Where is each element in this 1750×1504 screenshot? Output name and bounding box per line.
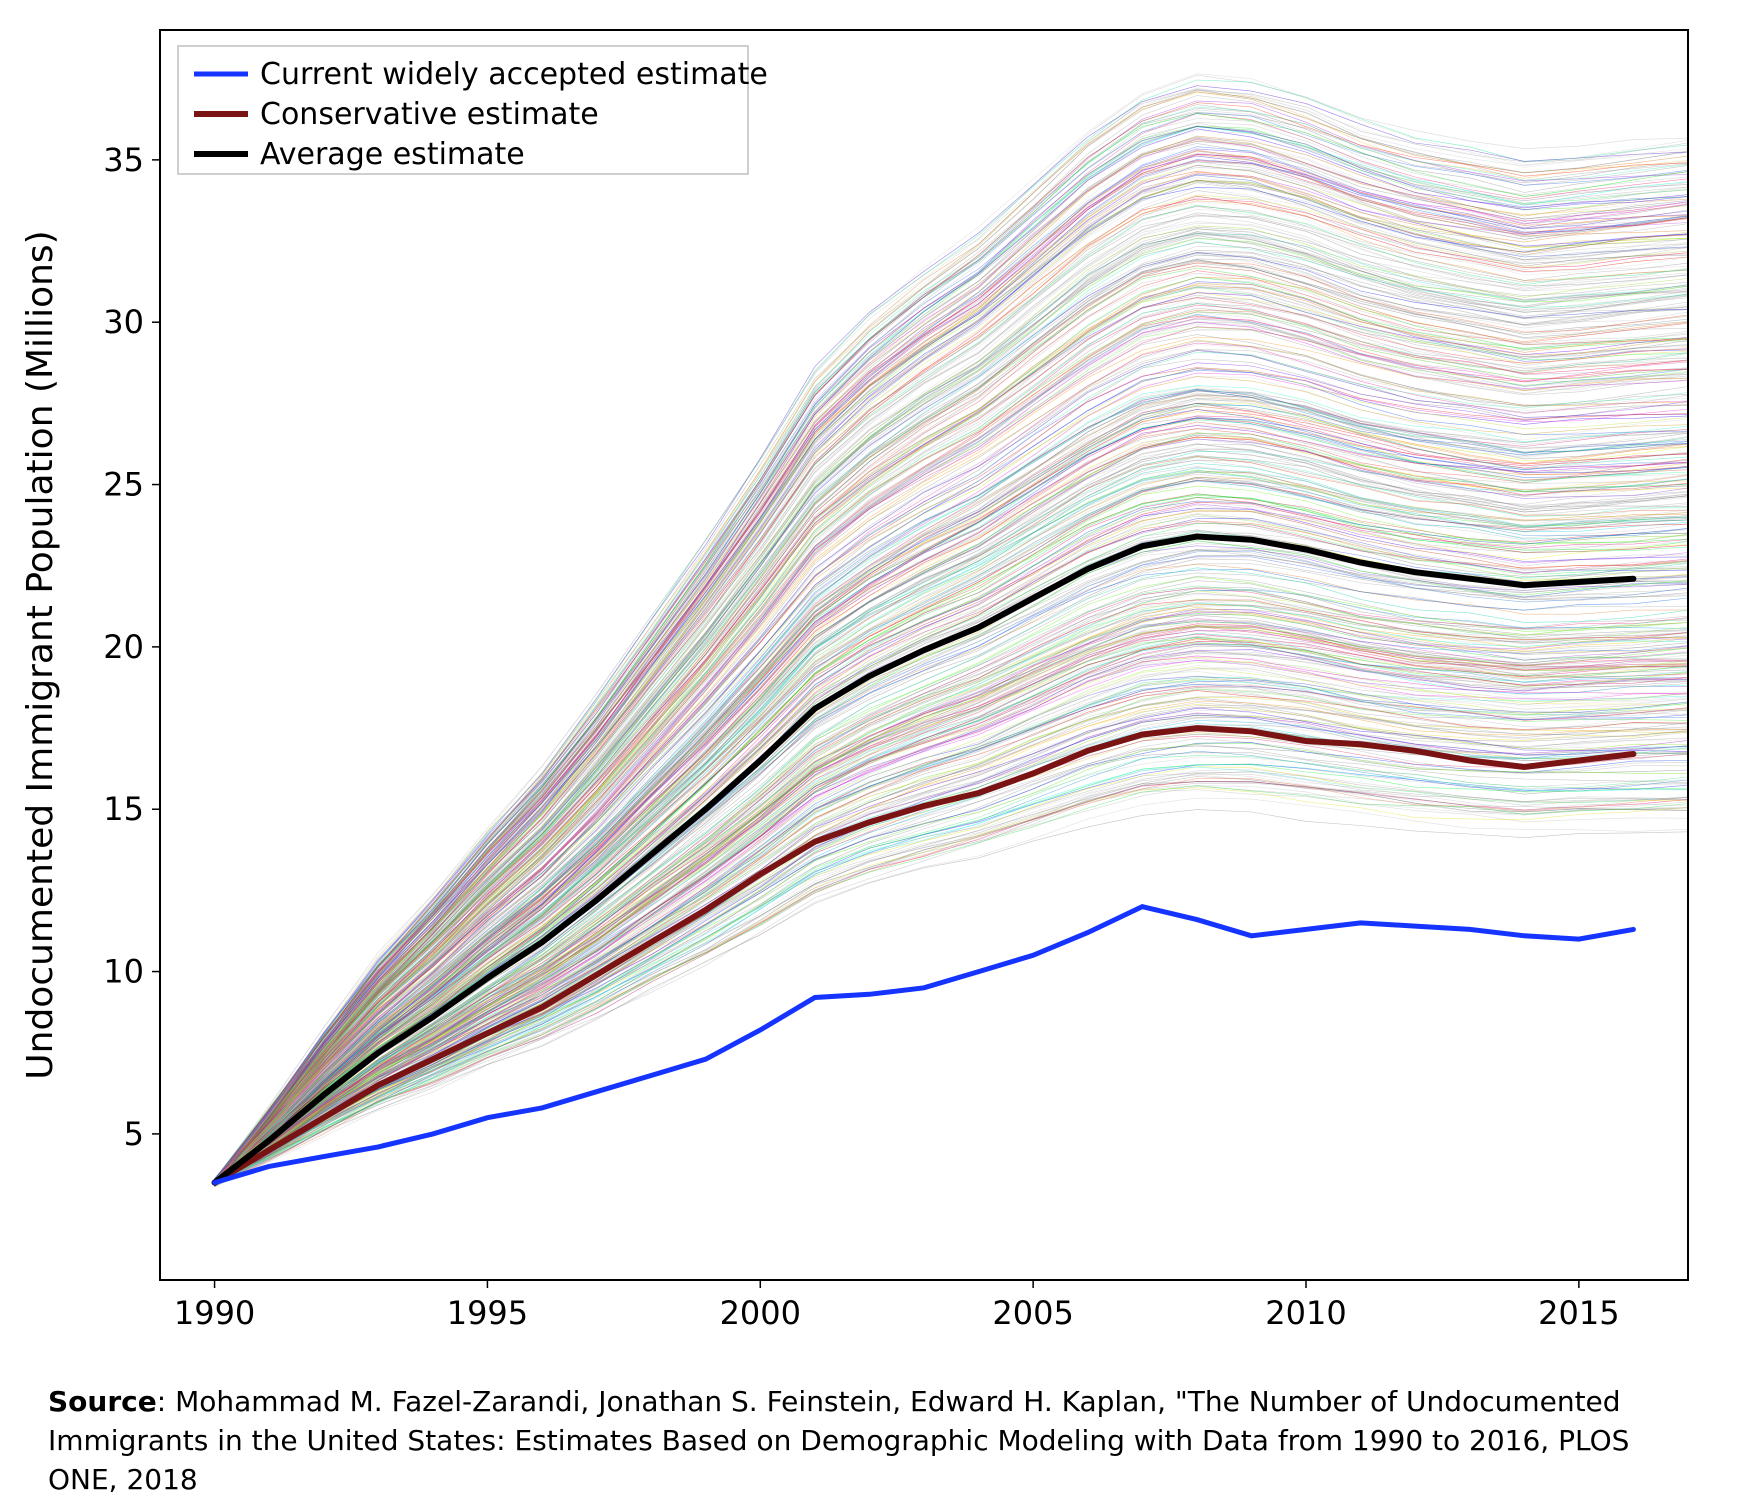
legend-item-label: Conservative estimate	[260, 97, 599, 132]
source-caption: Source: Mohammad M. Fazel-Zarandi, Jonat…	[48, 1382, 1648, 1500]
ytick-label: 20	[103, 628, 144, 666]
legend: Current widely accepted estimate Conserva…	[178, 46, 768, 174]
legend-item-label: Average estimate	[260, 137, 525, 172]
xtick-label: 2010	[1265, 1294, 1346, 1332]
ytick-label: 25	[103, 466, 144, 504]
xtick-label: 2000	[720, 1294, 801, 1332]
source-text: : Mohammad M. Fazel-Zarandi, Jonathan S.…	[48, 1385, 1629, 1496]
ytick-label: 15	[103, 790, 144, 828]
xtick-label: 1990	[174, 1294, 255, 1332]
ytick-label: 35	[103, 141, 144, 179]
source-label: Source	[48, 1385, 157, 1418]
chart-svg: 1990199520002005201020155101520253035Yea…	[0, 0, 1750, 1340]
ytick-label: 10	[103, 953, 144, 991]
xtick-label: 2005	[992, 1294, 1073, 1332]
xtick-label: 2015	[1538, 1294, 1619, 1332]
ytick-label: 5	[124, 1115, 144, 1153]
chart-figure: 1990199520002005201020155101520253035Yea…	[0, 0, 1750, 1504]
ylabel: Undocumented Immigrant Population (Milli…	[20, 230, 61, 1079]
legend-item-label: Current widely accepted estimate	[260, 57, 768, 92]
ytick-label: 30	[103, 303, 144, 341]
xtick-label: 1995	[447, 1294, 528, 1332]
